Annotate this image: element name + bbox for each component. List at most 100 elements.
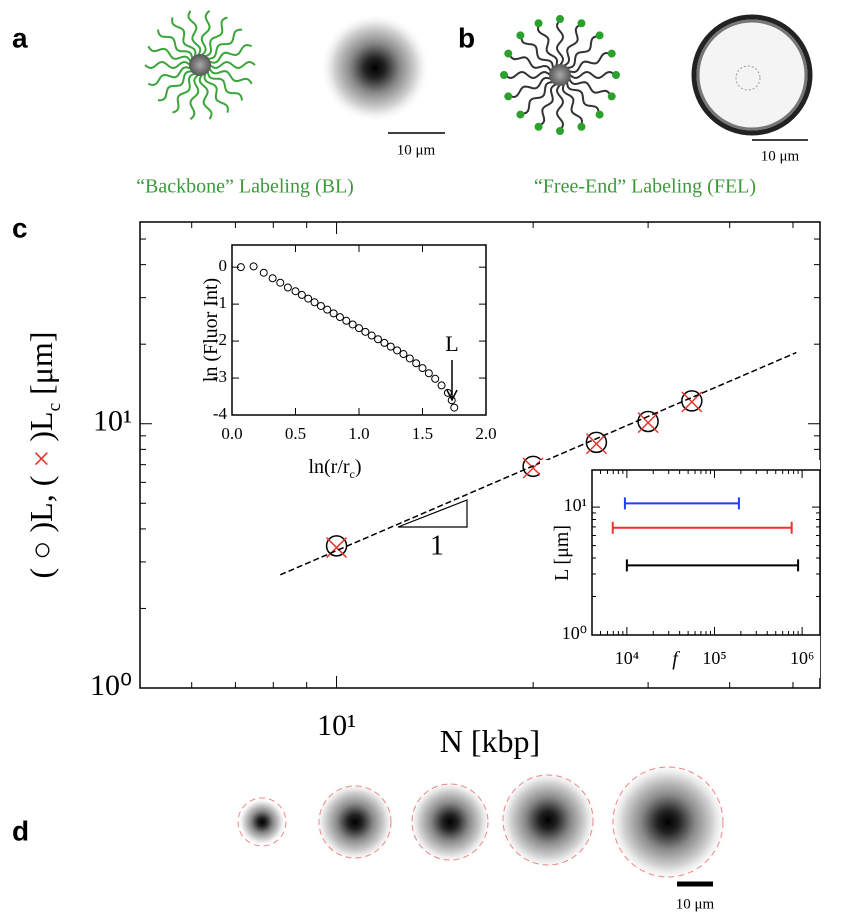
circle-marker [268, 274, 277, 283]
axis-label-subscript: c [350, 467, 355, 481]
axis-label: ( ○ )L, ( × )Lc [μm] [23, 332, 65, 579]
circle-marker [412, 359, 421, 368]
y-tick-label: -1 [213, 293, 227, 312]
end-label [556, 127, 564, 135]
scale-label: 10 μm [397, 142, 436, 158]
polymer-arm [556, 19, 564, 66]
x-tick-label: 0.5 [285, 424, 306, 443]
x-tick-label: 10⁵ [702, 648, 726, 668]
plot-frame [591, 469, 821, 636]
circle-marker [405, 354, 414, 363]
axis-label-part: L [μm] [551, 525, 573, 581]
circle-marker [681, 390, 703, 412]
polymer-arm [157, 70, 193, 102]
range-bar [625, 559, 800, 572]
cross-marker [637, 412, 659, 434]
scale-label: 10 μm [676, 896, 715, 912]
circle-marker [380, 338, 389, 347]
polymer-arm [508, 76, 552, 99]
end-label [595, 110, 604, 119]
fel-image [735, 65, 761, 91]
polymer-arm [538, 83, 557, 127]
circle-marker [431, 374, 440, 383]
cross-marker [585, 433, 607, 455]
circle-marker [297, 290, 306, 299]
caption: “Backbone” Labeling (BL) [136, 176, 354, 198]
axis-label-part: ) [355, 456, 362, 478]
polymer-arm [536, 23, 559, 67]
polymer-arm [203, 73, 229, 113]
x-tick-label: 10⁴ [615, 648, 639, 668]
axis-label-subscript: c [44, 403, 65, 412]
size-circle [237, 797, 287, 847]
circle-marker [361, 327, 370, 336]
x-tick-label: 1.0 [348, 424, 369, 443]
x-tick-label: 0.0 [221, 424, 242, 443]
circle-marker [283, 283, 292, 292]
axis-label: L [μm] [551, 525, 573, 581]
polymer-arm [504, 71, 551, 79]
circle-marker [249, 262, 258, 271]
size-circle [612, 766, 724, 878]
polymer-arm [144, 61, 191, 69]
scale-label: 10 μm [761, 148, 800, 164]
y-tick-label: -2 [213, 330, 227, 349]
polymer-arm [207, 28, 243, 60]
axis-label-part: N [kbp] [440, 723, 540, 759]
polymer-arm [187, 10, 202, 56]
axis-label: ln(r/rc) [308, 456, 361, 481]
polymer-arm [209, 43, 253, 64]
bl-image [320, 13, 430, 123]
circle-marker [348, 320, 357, 329]
dna-image [408, 780, 492, 864]
annotation: L [445, 331, 458, 356]
dna-image [238, 798, 286, 846]
range-bar [623, 497, 740, 510]
polymer-arm [208, 67, 253, 85]
end-label [516, 31, 525, 40]
circle-marker [342, 316, 351, 325]
dna-image [498, 770, 598, 870]
cross-marker [522, 457, 544, 479]
end-label [504, 49, 513, 58]
y-tick-label: -4 [213, 404, 228, 423]
end-label [534, 19, 543, 28]
circle-marker [637, 410, 659, 433]
circle-marker [424, 369, 433, 378]
x-tick-label: 10⁶ [790, 648, 814, 668]
plot-frame [139, 221, 821, 689]
polymer-arm [147, 66, 191, 87]
polymer-arm [561, 83, 584, 127]
circle-marker [367, 331, 376, 340]
polymer-arm [200, 10, 211, 56]
circle-marker [418, 364, 427, 373]
polymer-arm [520, 81, 554, 115]
circle-marker [335, 313, 344, 322]
polymer-arm [566, 35, 600, 69]
circle-marker [374, 335, 383, 344]
inset-background [195, 235, 495, 483]
size-circle [502, 774, 594, 866]
circle-marker [276, 278, 285, 287]
x-tick-label: 2.0 [475, 424, 496, 443]
axis-label-symbol: × [23, 450, 59, 468]
polymer-arm [198, 74, 213, 120]
axis-label-part: ln(r/r [308, 456, 349, 478]
polymer-arm [172, 72, 196, 114]
y-tick-label: 10¹ [93, 405, 132, 438]
panel-d-images [237, 762, 728, 882]
circle-marker [393, 346, 402, 355]
polymer-arm [209, 61, 256, 69]
circle-marker [316, 301, 325, 310]
polymer-arm [563, 23, 582, 67]
polymer-arm [569, 71, 616, 79]
polymer-core [189, 54, 211, 76]
end-label [516, 110, 525, 119]
polymer-arm [204, 16, 228, 58]
axis-label-part: ( [23, 560, 59, 579]
end-label [504, 92, 513, 101]
slope-triangle [397, 499, 468, 528]
polymer-arm [568, 78, 612, 97]
y-tick-label: 10⁰ [90, 669, 132, 702]
